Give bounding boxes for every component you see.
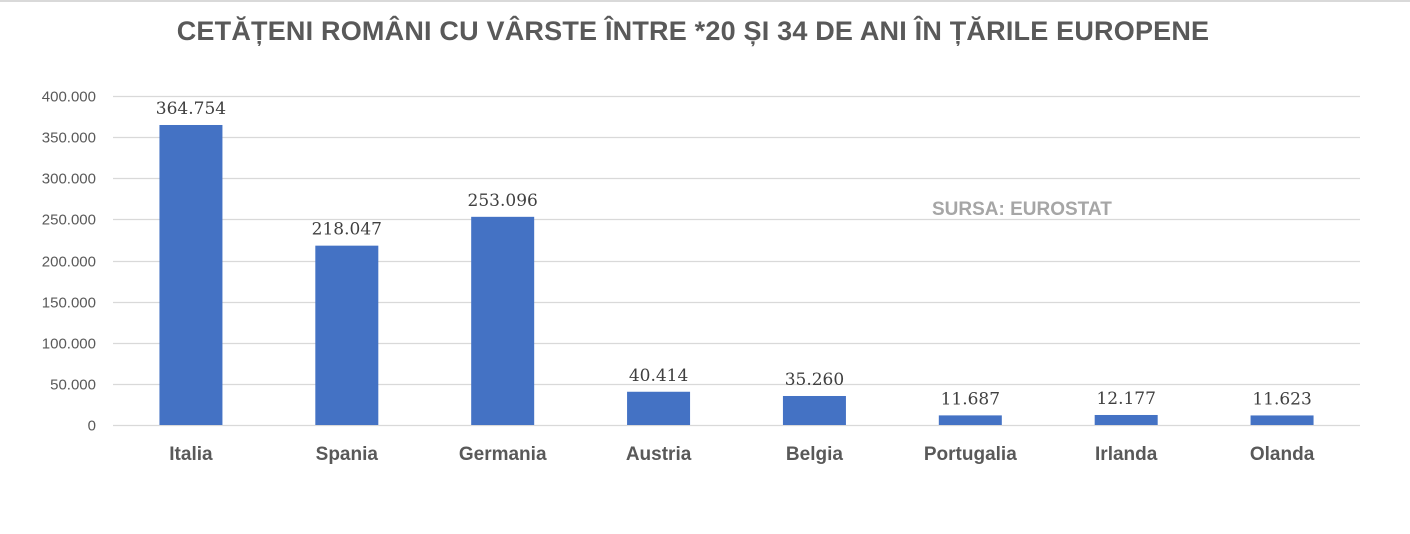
y-tick-label: 150.000	[42, 295, 96, 312]
x-axis-category-labels: Italia Spania Germania Austria Belgia Portuga…	[169, 444, 1314, 465]
bar	[315, 245, 379, 425]
y-tick-label: 200.000	[42, 254, 96, 271]
x-tick-label: Belgia	[786, 444, 843, 465]
y-tick-label: 300.000	[42, 171, 96, 188]
data-label: 40.414	[629, 366, 688, 386]
data-label: 11.687	[941, 389, 1000, 409]
y-axis-tick-labels: 0 50.000 100.000 150.000 200.000 250.000 300.0…	[42, 89, 96, 435]
y-tick-label: 350.000	[42, 130, 96, 147]
y-tick-label: 50.000	[50, 377, 96, 394]
x-tick-label: Austria	[626, 444, 692, 465]
x-tick-label: Irlanda	[1095, 444, 1158, 465]
y-tick-label: 400.000	[42, 89, 96, 106]
y-tick-label: 250.000	[42, 212, 96, 229]
bar	[1094, 414, 1158, 425]
chart-frame-border	[0, 0, 1410, 2]
bar	[782, 395, 846, 425]
data-label: 12.177	[1096, 389, 1155, 409]
data-label: 253.096	[468, 191, 538, 211]
y-tick-label: 0	[88, 418, 96, 435]
x-tick-label: Olanda	[1250, 444, 1315, 465]
gridlines	[113, 95, 1360, 427]
data-label: 364.754	[156, 99, 226, 119]
bar	[938, 415, 1002, 425]
bar	[627, 391, 691, 425]
bar	[471, 216, 535, 425]
x-tick-label: Italia	[169, 444, 213, 465]
x-tick-label: Germania	[459, 444, 547, 465]
bar	[159, 124, 223, 425]
y-tick-label: 100.000	[42, 336, 96, 353]
x-tick-label: Spania	[316, 444, 379, 465]
x-tick-label: Portugalia	[924, 444, 1017, 465]
data-labels: 364.754 218.047 253.096 40.414 35.260 11.687 1…	[156, 99, 1312, 409]
source-annotation: SURSA: EUROSTAT	[932, 199, 1112, 220]
bar	[1250, 415, 1314, 425]
data-label: 11.623	[1252, 389, 1311, 409]
chart-title: CETĂȚENI ROMÂNI CU VÂRSTE ÎNTRE *20 ȘI 3…	[176, 16, 1210, 46]
bars	[159, 124, 1314, 425]
data-label: 218.047	[312, 220, 382, 240]
data-label: 35.260	[785, 370, 844, 390]
